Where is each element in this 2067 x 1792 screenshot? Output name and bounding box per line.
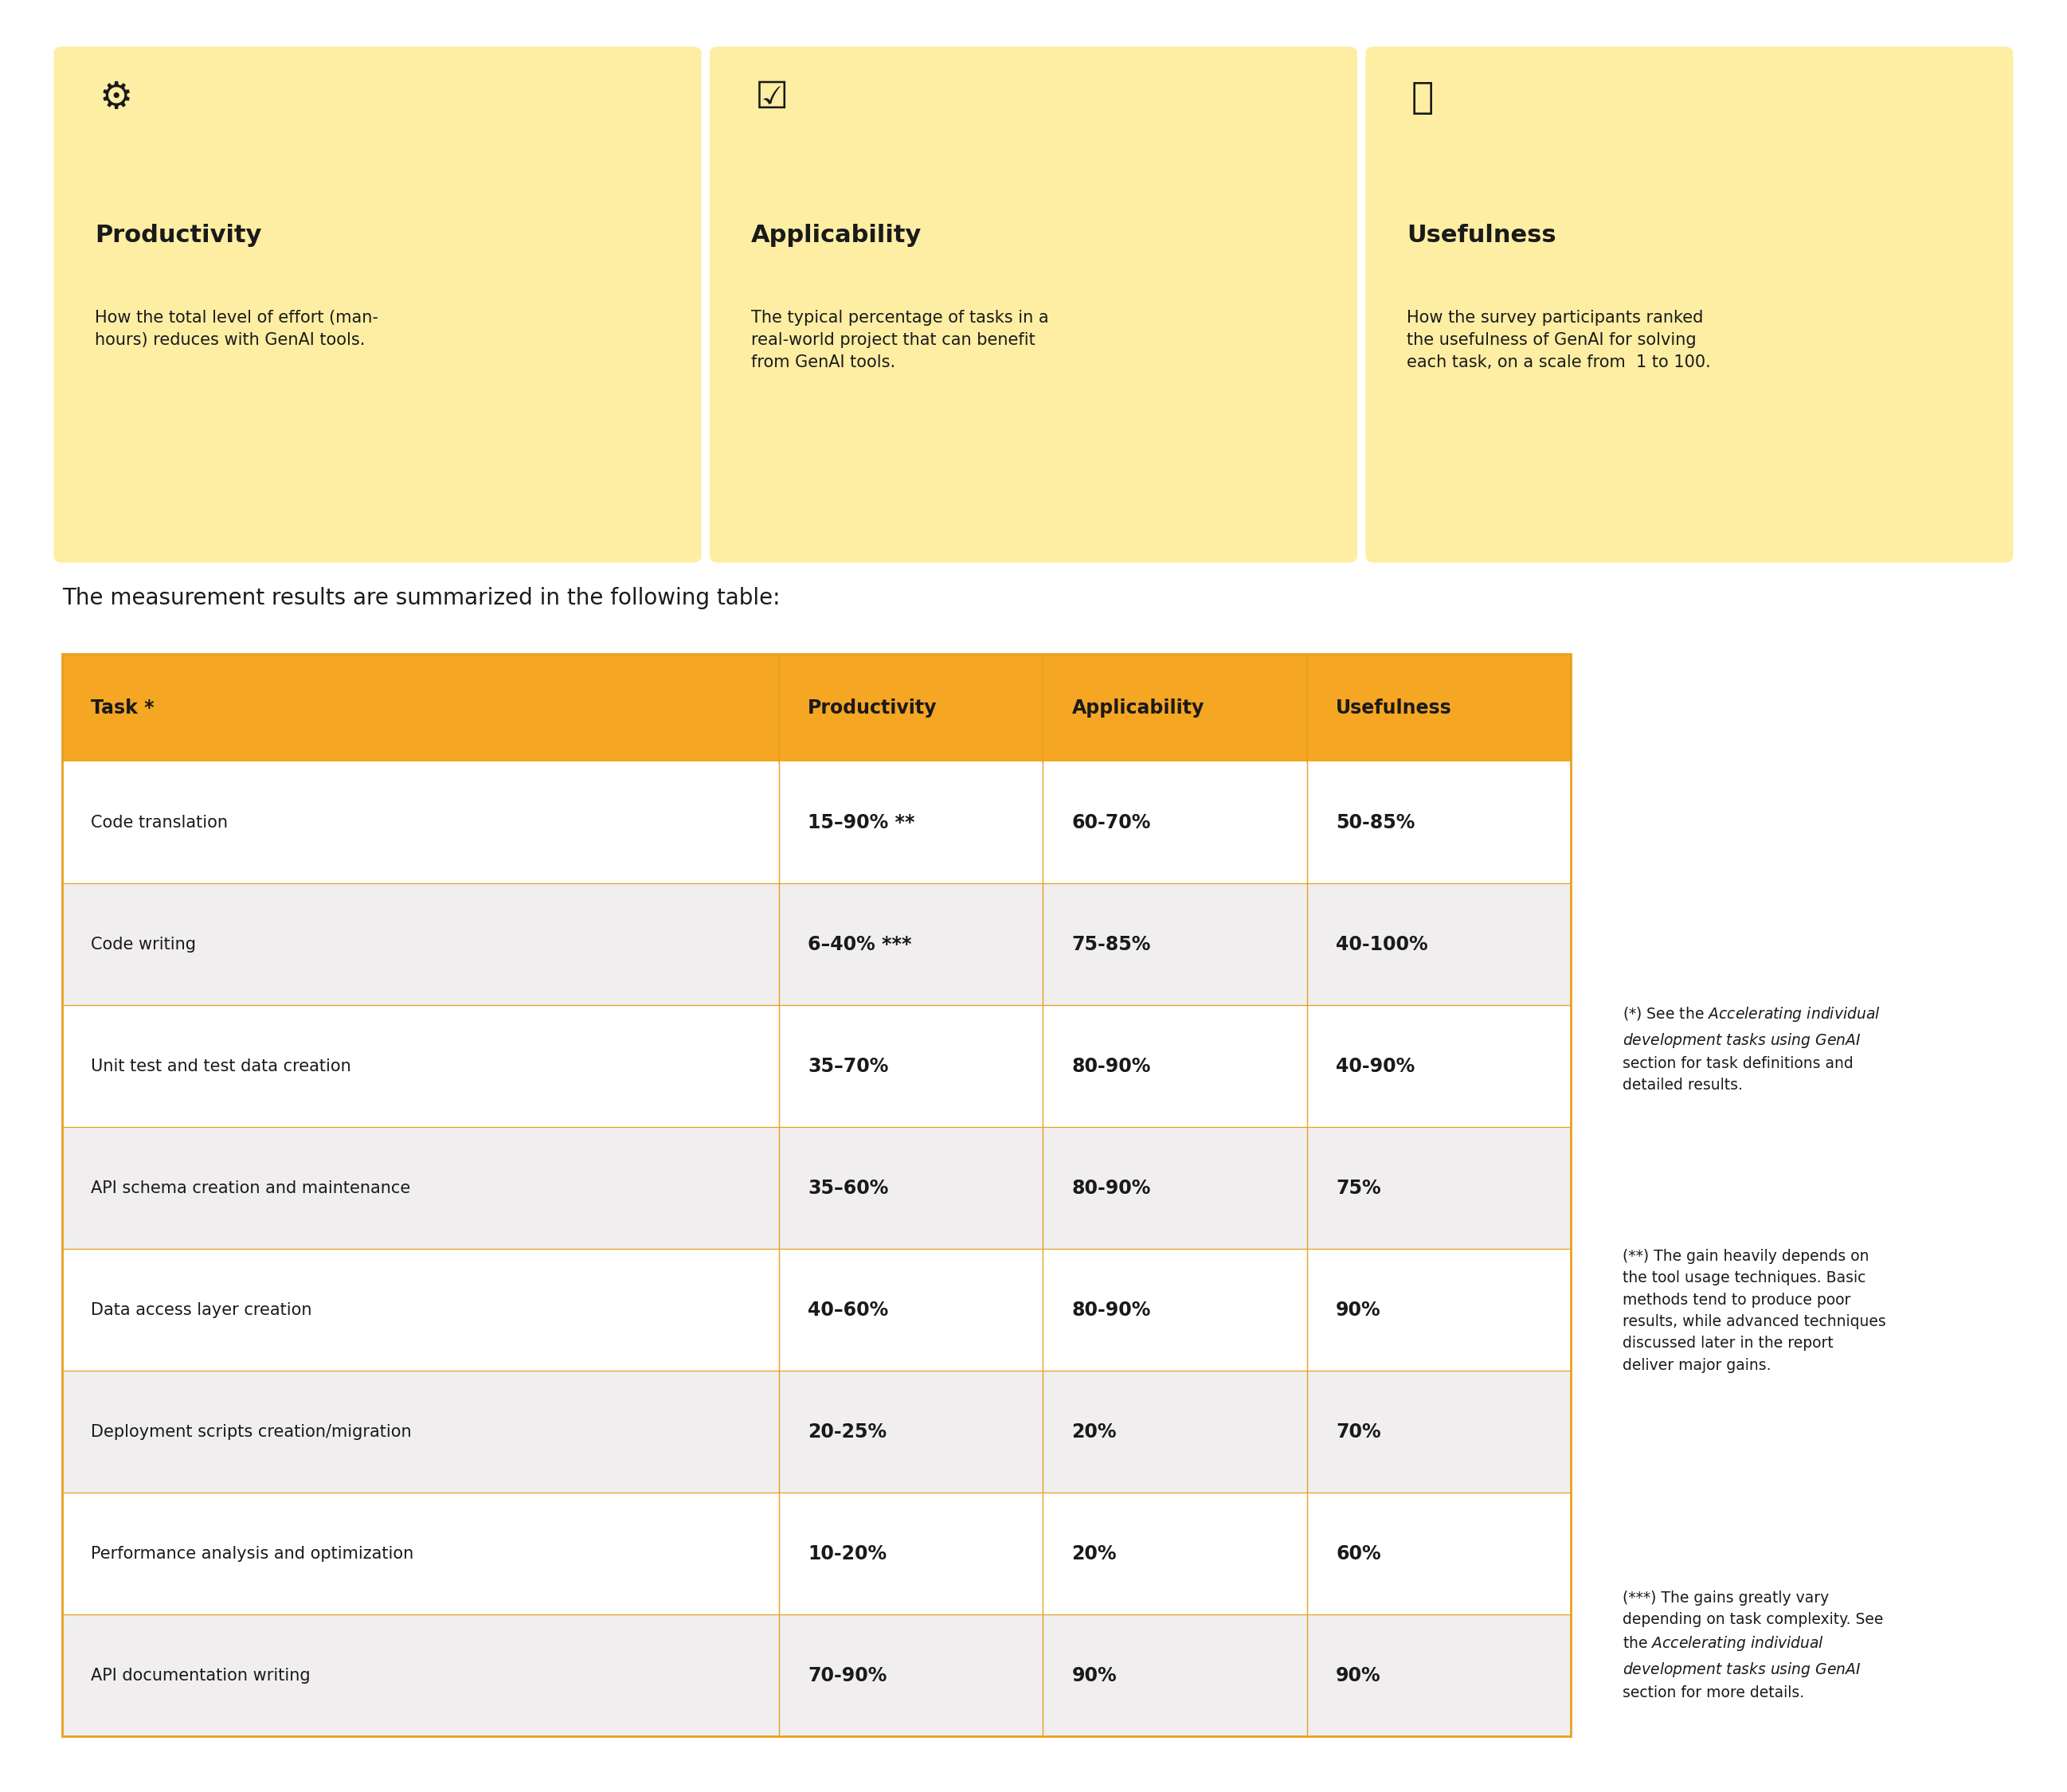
FancyBboxPatch shape [62,883,1571,1005]
Text: API schema creation and maintenance: API schema creation and maintenance [91,1181,411,1195]
Text: Code translation: Code translation [91,815,227,830]
Text: 75-85%: 75-85% [1071,935,1151,953]
FancyBboxPatch shape [1366,47,2013,563]
Text: 20-25%: 20-25% [808,1423,887,1441]
Text: 35–60%: 35–60% [808,1179,889,1197]
Text: 80-90%: 80-90% [1071,1301,1151,1319]
FancyBboxPatch shape [709,47,1358,563]
Text: 80-90%: 80-90% [1071,1179,1151,1197]
Text: 20%: 20% [1071,1423,1116,1441]
Text: (**) The gain heavily depends on
the tool usage techniques. Basic
methods tend t: (**) The gain heavily depends on the too… [1623,1249,1885,1373]
Text: 75%: 75% [1335,1179,1381,1197]
FancyBboxPatch shape [62,1249,1571,1371]
Text: The typical percentage of tasks in a
real-world project that can benefit
from Ge: The typical percentage of tasks in a rea… [750,310,1048,371]
Text: 10-20%: 10-20% [808,1545,887,1563]
Text: Usefulness: Usefulness [1335,699,1451,717]
FancyBboxPatch shape [62,1493,1571,1615]
Text: Task *: Task * [91,699,155,717]
Text: Code writing: Code writing [91,937,196,952]
Text: ☑: ☑ [754,81,790,116]
Text: 90%: 90% [1335,1667,1381,1684]
FancyBboxPatch shape [62,762,1571,883]
FancyBboxPatch shape [62,1615,1571,1736]
Text: 40–60%: 40–60% [808,1301,889,1319]
Text: 90%: 90% [1071,1667,1116,1684]
Text: 80-90%: 80-90% [1071,1057,1151,1075]
Text: Productivity: Productivity [95,224,263,247]
Text: API documentation writing: API documentation writing [91,1668,310,1683]
FancyBboxPatch shape [62,1127,1571,1249]
Text: Productivity: Productivity [808,699,936,717]
Text: Unit test and test data creation: Unit test and test data creation [91,1059,351,1073]
FancyBboxPatch shape [62,1005,1571,1127]
Text: ⚙: ⚙ [99,81,132,116]
FancyBboxPatch shape [54,47,701,563]
Text: How the total level of effort (man-
hours) reduces with GenAI tools.: How the total level of effort (man- hour… [95,310,378,348]
FancyBboxPatch shape [62,1371,1571,1493]
Text: (***) The gains greatly vary
depending on task complexity. See
the $\it{Accelera: (***) The gains greatly vary depending o… [1623,1590,1883,1701]
Text: 60%: 60% [1335,1545,1381,1563]
Text: Performance analysis and optimization: Performance analysis and optimization [91,1546,413,1561]
Text: Usefulness: Usefulness [1408,224,1556,247]
Text: Deployment scripts creation/migration: Deployment scripts creation/migration [91,1425,411,1439]
Text: 40-90%: 40-90% [1335,1057,1414,1075]
Text: 90%: 90% [1335,1301,1381,1319]
Text: 50-85%: 50-85% [1335,814,1416,831]
Text: How the survey participants ranked
the usefulness of GenAI for solving
each task: How the survey participants ranked the u… [1408,310,1711,371]
Text: 70-90%: 70-90% [808,1667,887,1684]
Text: 60-70%: 60-70% [1071,814,1151,831]
Text: 70%: 70% [1335,1423,1381,1441]
Text: (*) See the $\it{Accelerating\ individual}$
$\it{development\ tasks\ using\ GenA: (*) See the $\it{Accelerating\ individua… [1623,1005,1881,1093]
Text: 20%: 20% [1071,1545,1116,1563]
Text: Applicability: Applicability [1071,699,1205,717]
Text: 👍: 👍 [1412,81,1434,116]
Text: 6–40% ***: 6–40% *** [808,935,912,953]
Text: Applicability: Applicability [750,224,922,247]
Text: Data access layer creation: Data access layer creation [91,1303,312,1317]
Text: 40-100%: 40-100% [1335,935,1428,953]
FancyBboxPatch shape [62,654,1571,762]
Text: The measurement results are summarized in the following table:: The measurement results are summarized i… [62,588,779,609]
Text: 15–90% **: 15–90% ** [808,814,916,831]
Text: 35–70%: 35–70% [808,1057,889,1075]
